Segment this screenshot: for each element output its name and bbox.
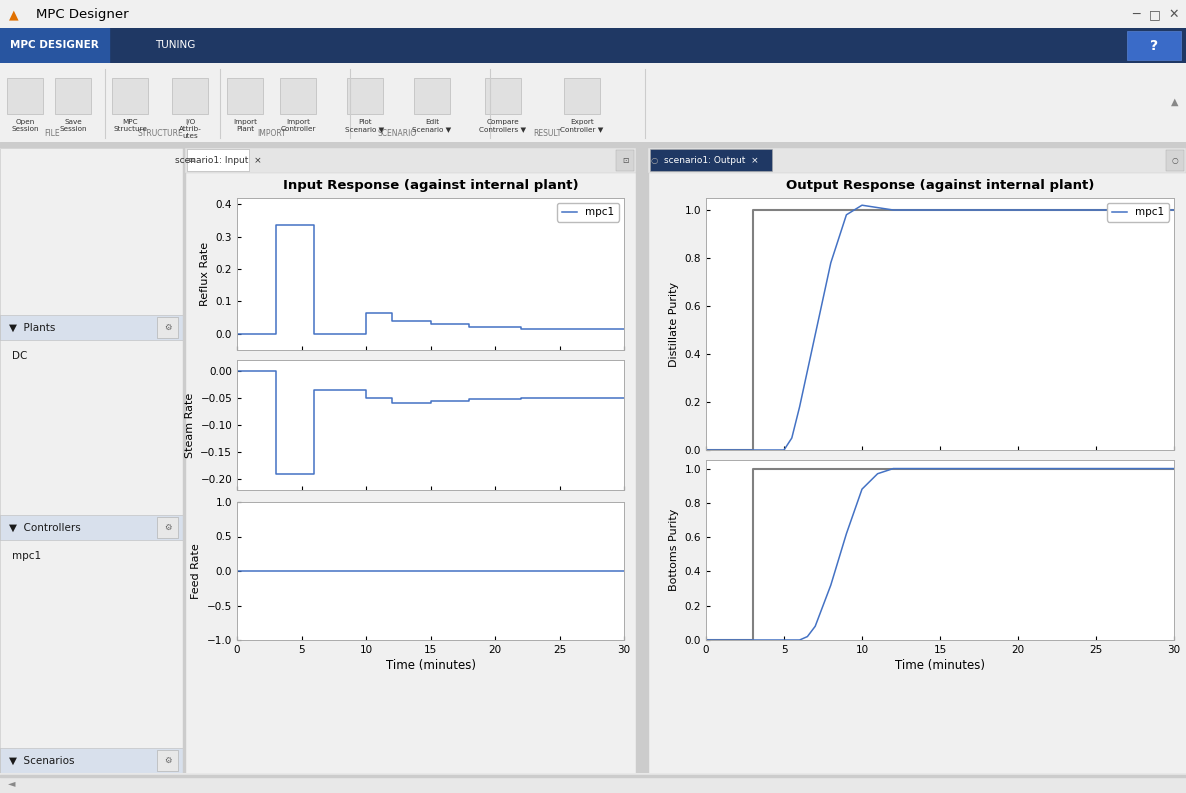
Text: Input Response (against internal plant): Input Response (against internal plant) <box>282 178 579 192</box>
Text: RESULT: RESULT <box>533 129 561 138</box>
Bar <box>1127 31 1181 60</box>
Bar <box>157 750 178 771</box>
Bar <box>0 148 183 773</box>
Bar <box>187 149 249 171</box>
Text: Open
Session: Open Session <box>11 119 39 132</box>
Bar <box>0 776 1186 777</box>
Text: Save
Session: Save Session <box>59 119 87 132</box>
X-axis label: Time (minutes): Time (minutes) <box>385 659 476 672</box>
Text: ▼  Controllers: ▼ Controllers <box>9 523 81 533</box>
Text: Output Response (against internal plant): Output Response (against internal plant) <box>786 178 1095 192</box>
Text: ○: ○ <box>1172 156 1179 165</box>
Y-axis label: Feed Rate: Feed Rate <box>191 543 202 599</box>
Text: IMPORT: IMPORT <box>257 129 287 138</box>
Text: □: □ <box>1149 8 1161 21</box>
Y-axis label: Steam Rate: Steam Rate <box>185 393 195 458</box>
Text: SCENARIO: SCENARIO <box>377 129 416 138</box>
Bar <box>0 515 183 540</box>
Text: scenario1: scenario1 <box>12 783 63 793</box>
Bar <box>185 148 636 173</box>
Bar <box>157 517 178 538</box>
Bar <box>616 151 635 170</box>
Bar <box>7 78 43 114</box>
Text: ≡: ≡ <box>189 155 196 166</box>
Text: Import
Controller: Import Controller <box>280 119 315 132</box>
Bar <box>227 78 263 114</box>
Y-axis label: Bottoms Purity: Bottoms Purity <box>669 509 680 592</box>
Bar <box>280 78 315 114</box>
Text: Plot
Scenario ▼: Plot Scenario ▼ <box>345 119 384 132</box>
Bar <box>0 748 183 773</box>
Text: ◄: ◄ <box>8 778 15 788</box>
Text: ▲: ▲ <box>1172 97 1179 107</box>
Text: ⊡: ⊡ <box>621 156 629 165</box>
Text: ○: ○ <box>651 156 658 165</box>
Text: MPC DESIGNER: MPC DESIGNER <box>11 40 98 51</box>
Bar <box>55 78 91 114</box>
Text: Export
Controller ▼: Export Controller ▼ <box>560 119 604 132</box>
Bar <box>157 317 178 338</box>
Bar <box>111 78 148 114</box>
Text: MPC Designer: MPC Designer <box>36 8 128 21</box>
Text: ▼  Plants: ▼ Plants <box>9 323 56 332</box>
Bar <box>183 148 185 773</box>
Text: I/O
Attrib-
utes: I/O Attrib- utes <box>179 119 202 139</box>
Text: Compare
Controllers ▼: Compare Controllers ▼ <box>479 119 527 132</box>
Text: ─: ─ <box>1133 8 1140 21</box>
Bar <box>0 315 183 340</box>
Text: ⚙: ⚙ <box>164 756 171 765</box>
Text: Edit
Scenario ▼: Edit Scenario ▼ <box>413 119 452 132</box>
Text: mpc1: mpc1 <box>12 550 42 561</box>
Bar <box>172 78 208 114</box>
Bar <box>648 148 1186 173</box>
Text: DC: DC <box>12 351 27 361</box>
Bar <box>636 148 648 773</box>
Bar <box>347 78 383 114</box>
Legend: mpc1: mpc1 <box>1108 203 1168 221</box>
Bar <box>485 78 521 114</box>
Y-axis label: Distillate Purity: Distillate Purity <box>669 282 680 366</box>
Bar <box>1166 151 1184 170</box>
Text: TUNING: TUNING <box>155 40 196 51</box>
Text: ⚙: ⚙ <box>164 323 171 332</box>
Text: ▼  Scenarios: ▼ Scenarios <box>9 756 75 765</box>
Text: Import
Plant: Import Plant <box>232 119 257 132</box>
Text: ▲: ▲ <box>9 8 19 21</box>
Y-axis label: Reflux Rate: Reflux Rate <box>200 242 210 306</box>
Text: scenario1: Output  ×: scenario1: Output × <box>664 156 758 165</box>
Text: ?: ? <box>1150 39 1158 52</box>
Text: STRUCTURE: STRUCTURE <box>138 129 183 138</box>
Bar <box>650 149 772 171</box>
Bar <box>0 28 109 63</box>
Bar <box>565 78 600 114</box>
X-axis label: Time (minutes): Time (minutes) <box>895 659 986 672</box>
Text: ✕: ✕ <box>1169 8 1179 21</box>
Text: ⚙: ⚙ <box>164 523 171 532</box>
Text: FILE: FILE <box>44 129 59 138</box>
Text: MPC
Structure: MPC Structure <box>113 119 147 132</box>
Text: scenario1: Input  ×: scenario1: Input × <box>174 156 261 165</box>
Legend: mpc1: mpc1 <box>557 203 619 221</box>
Bar <box>414 78 449 114</box>
